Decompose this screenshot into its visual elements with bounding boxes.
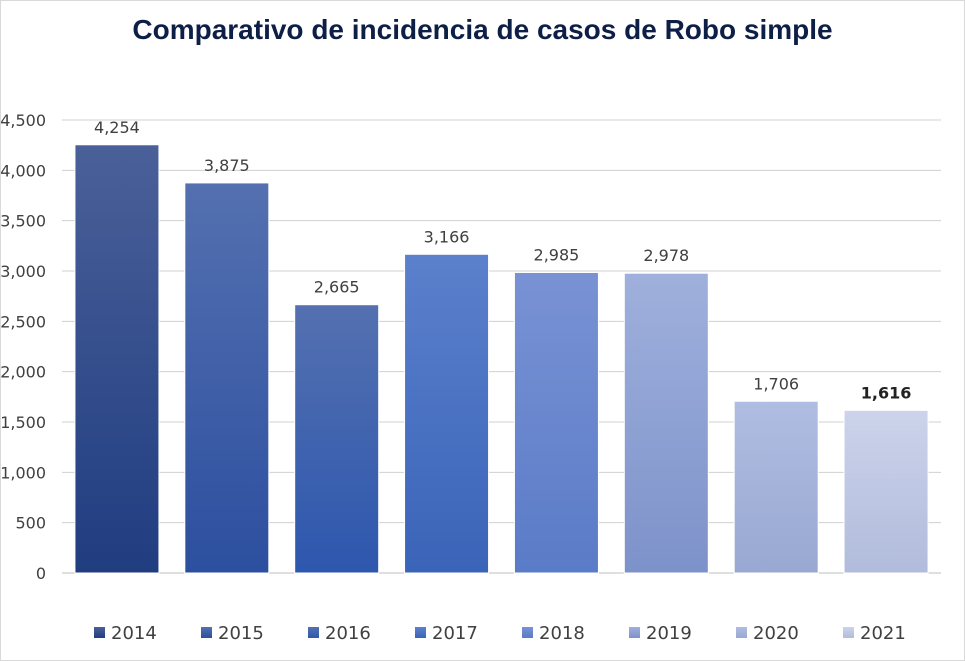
- legend-swatch-2019: [629, 627, 640, 638]
- bar-2020: [733, 400, 819, 574]
- legend-swatch-2014: [94, 627, 105, 638]
- legend: 2014 2015 2016 2017 2018 2019 2020 2021: [94, 623, 906, 644]
- data-label-2020: 1,706: [753, 374, 799, 393]
- data-label-2019: 2,978: [643, 246, 689, 265]
- y-tick-label: 4,000: [0, 161, 46, 180]
- y-tick-label: 2,000: [0, 363, 46, 382]
- y-tick-label: 4,500: [0, 111, 46, 130]
- legend-label-2015: 2015: [218, 623, 264, 644]
- bar-2015: [184, 182, 270, 574]
- bar-2021: [843, 409, 929, 574]
- y-tick-label: 500: [15, 514, 46, 533]
- legend-swatch-2016: [308, 627, 319, 638]
- bar-2017: [404, 253, 490, 574]
- bar-2018: [513, 272, 599, 574]
- data-label-2015: 3,875: [204, 156, 250, 175]
- legend-swatch-2020: [736, 627, 747, 638]
- bar-2019: [623, 272, 709, 574]
- y-tick-label: 1,000: [0, 463, 46, 482]
- data-label-2014: 4,254: [94, 118, 140, 137]
- y-tick-label: 2,500: [0, 312, 46, 331]
- legend-swatch-2021: [843, 627, 854, 638]
- legend-label-2014: 2014: [111, 623, 157, 644]
- legend-swatch-2017: [415, 627, 426, 638]
- y-tick-label: 3,500: [0, 212, 46, 231]
- bar-2016: [294, 304, 380, 574]
- legend-label-2016: 2016: [325, 623, 371, 644]
- data-label-2018: 2,985: [534, 246, 580, 265]
- legend-label-2021: 2021: [860, 623, 906, 644]
- bar-2014: [74, 144, 160, 574]
- legend-swatch-2015: [201, 627, 212, 638]
- bars: [74, 144, 929, 574]
- y-tick-label: 0: [36, 564, 46, 583]
- y-tick-label: 1,500: [0, 413, 46, 432]
- legend-label-2018: 2018: [539, 623, 585, 644]
- y-axis-ticks: 0 500 1,000 1,500 2,000 2,500 3,000 3,500 4,000 4…: [0, 111, 46, 583]
- data-labels: 4,254 3,875 2,665 3,166 2,985 2,978 1,706 1,616: [94, 118, 911, 403]
- data-label-2017: 3,166: [424, 227, 470, 246]
- legend-swatch-2018: [522, 627, 533, 638]
- chart-title: Comparativo de incidencia de casos de Ro…: [132, 14, 833, 45]
- y-tick-label: 3,000: [0, 262, 46, 281]
- data-label-2016: 2,665: [314, 278, 360, 297]
- legend-label-2017: 2017: [432, 623, 478, 644]
- data-label-2021: 1,616: [861, 383, 912, 402]
- legend-label-2019: 2019: [646, 623, 692, 644]
- legend-label-2020: 2020: [753, 623, 799, 644]
